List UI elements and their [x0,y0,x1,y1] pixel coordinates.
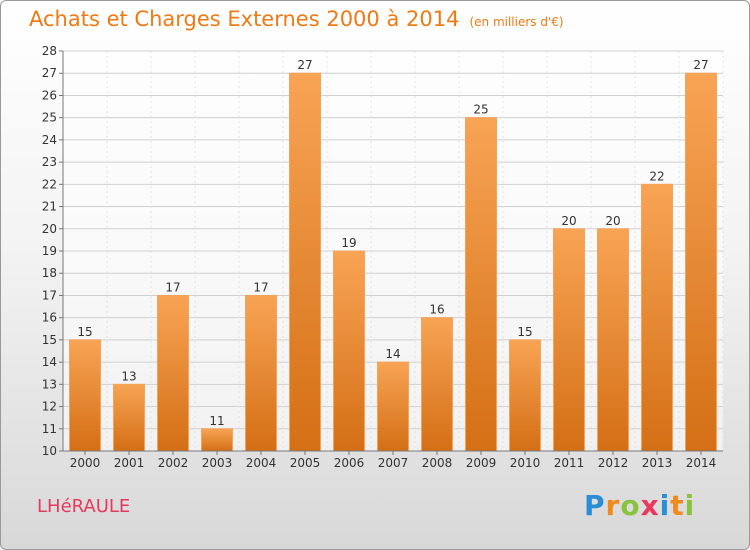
bar [333,250,365,452]
y-tick-label: 15 [42,333,57,347]
x-tick-label: 2010 [510,456,541,470]
bar [685,72,717,452]
data-label: 27 [297,58,312,72]
place-name: LHéRAULE [37,496,131,517]
logo-letter: o [620,489,641,522]
chart-title: Achats et Charges Externes 2000 à 2014 (e… [29,7,564,31]
x-tick-label: 2000 [70,456,101,470]
y-tick-label: 10 [42,444,57,458]
bar [465,117,497,452]
x-tick-label: 2005 [290,456,321,470]
y-tick-label: 13 [42,377,57,391]
bar [201,428,233,452]
logo-letter: r [605,489,621,522]
y-tick-label: 20 [42,222,57,236]
logo-letter: i [659,489,671,522]
data-label: 11 [209,414,224,428]
y-tick-label: 18 [42,266,57,280]
logo-letter: P [584,489,606,522]
x-tick-label: 2014 [686,456,717,470]
bar [377,361,409,452]
x-tick-label: 2002 [158,456,189,470]
data-label: 14 [385,347,400,361]
x-tick-label: 2012 [598,456,629,470]
x-tick-label: 2003 [202,456,233,470]
y-tick-label: 21 [42,200,57,214]
data-label: 22 [649,169,664,183]
y-tick-label: 28 [42,44,57,58]
data-label: 17 [165,280,180,294]
bar [421,317,453,452]
logo-letter: t [670,489,685,522]
data-label: 20 [605,214,620,228]
y-tick-label: 11 [42,422,57,436]
x-tick-label: 2001 [114,456,145,470]
y-tick-label: 26 [42,88,57,102]
x-tick-label: 2011 [554,456,585,470]
data-label: 27 [693,58,708,72]
unit-label: (en milliers d'€) [469,15,564,29]
proxiti-logo: Proxiti [584,489,695,522]
data-label: 15 [77,325,92,339]
bar [509,339,541,452]
x-tick-label: 2007 [378,456,409,470]
y-tick-label: 12 [42,400,57,414]
bar [641,183,673,452]
y-tick-label: 24 [42,133,57,147]
title-text: Achats et Charges Externes 2000 à 2014 [29,7,460,31]
x-tick-label: 2006 [334,456,365,470]
y-tick-label: 14 [42,355,57,369]
x-tick-label: 2004 [246,456,277,470]
bar [289,72,321,452]
bar [69,339,101,452]
data-label: 17 [253,280,268,294]
y-tick-label: 22 [42,177,57,191]
y-tick-label: 25 [42,111,57,125]
y-tick-label: 17 [42,288,57,302]
x-tick-label: 2009 [466,456,497,470]
x-tick-label: 2008 [422,456,453,470]
data-label: 25 [473,103,488,117]
bar [553,228,585,452]
bar [245,294,277,452]
y-tick-label: 19 [42,244,57,258]
data-label: 20 [561,214,576,228]
bar [113,383,145,452]
y-tick-label: 23 [42,155,57,169]
x-tick-label: 2013 [642,456,673,470]
y-tick-label: 27 [42,66,57,80]
bar [157,294,189,452]
y-tick-label: 16 [42,311,57,325]
data-label: 13 [121,369,136,383]
data-label: 16 [429,303,444,317]
logo-letter: x [640,489,660,522]
logo-letter: i [684,489,696,522]
data-label: 15 [517,325,532,339]
data-label: 19 [341,236,356,250]
bar [597,228,629,452]
